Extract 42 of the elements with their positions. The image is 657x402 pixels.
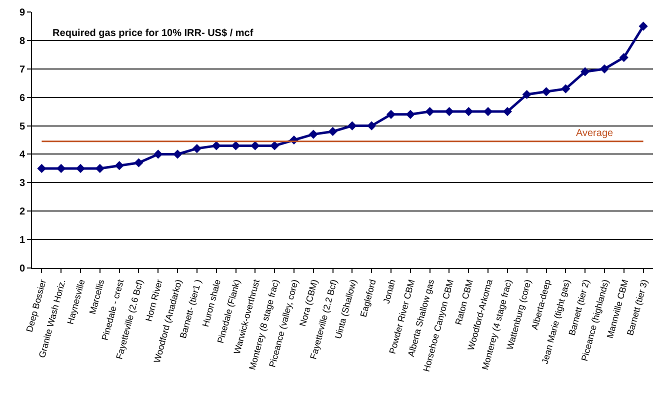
point	[212, 141, 221, 150]
point	[328, 126, 338, 136]
point	[76, 164, 86, 173]
x-tick-label: Deep Bossier	[24, 278, 48, 334]
point	[425, 107, 434, 116]
y-tick-label: 7	[19, 64, 26, 76]
point	[561, 84, 570, 94]
ref-line-label: Average	[576, 128, 614, 139]
point	[444, 107, 454, 116]
point	[406, 110, 415, 119]
x-tick-label: Nora (CBM)	[298, 278, 320, 328]
point	[114, 161, 124, 170]
point	[192, 144, 202, 154]
point	[542, 87, 551, 96]
point	[37, 164, 46, 173]
x-tick-label: Jonah	[381, 278, 398, 305]
y-tick-label: 1	[19, 235, 26, 246]
point	[134, 158, 144, 168]
point	[386, 110, 396, 119]
y-tick-label: 3	[19, 178, 26, 190]
point	[522, 90, 532, 100]
point	[308, 130, 318, 139]
x-tick-label: Horn River	[144, 278, 164, 323]
point	[173, 150, 182, 159]
y-tick-label: 0	[19, 264, 26, 274]
point	[600, 64, 610, 74]
point	[56, 164, 66, 173]
y-tick-label: 2	[19, 206, 26, 218]
y-tick-label: 5	[19, 121, 26, 132]
y-tick-label: 9	[19, 8, 26, 18]
point	[580, 67, 590, 76]
point	[270, 141, 280, 150]
text: Required gas price for 10% IRR- US$ / mcf	[52, 28, 254, 40]
point	[638, 22, 648, 31]
point	[464, 107, 474, 116]
y-tick-label: 6	[19, 92, 26, 104]
y-tick-label: 4	[19, 150, 26, 161]
point	[619, 52, 628, 62]
point	[95, 164, 104, 173]
y-tick-label: 8	[19, 36, 26, 47]
x-tick-label: Marcellis	[87, 278, 106, 316]
point	[367, 121, 376, 130]
